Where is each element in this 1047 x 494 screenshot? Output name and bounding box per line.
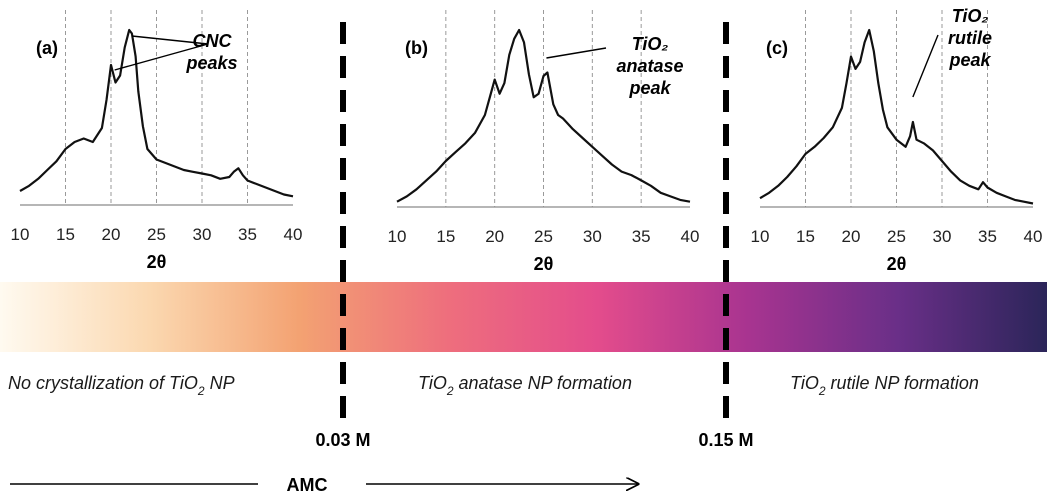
annotation-leader-line [912,34,939,98]
annotation-leader-line [546,47,607,59]
xrd-panel-b: 10 15 20 25 30 35 40 2θ (b) TiO₂ anatase peak [388,10,700,274]
x-tick-label: 15 [436,227,455,246]
x-tick-label: 20 [102,225,121,244]
x-tick-label: 25 [887,227,906,246]
x-tick-label: 40 [681,227,700,246]
x-tick-label: 10 [388,227,407,246]
panel-label-a: (a) [36,38,58,58]
x-tick-label: 30 [193,225,212,244]
xrd-pattern-line [396,28,691,203]
x-axis-label: 2θ [534,254,554,274]
x-tick-label: 30 [933,227,952,246]
panel-label-b: (b) [405,38,428,58]
amc-gradient-bar [0,282,1047,352]
x-tick-label: 35 [632,227,651,246]
xrd-pattern-line [759,28,1034,205]
x-tick-label: 25 [534,227,553,246]
x-tick-label: 35 [978,227,997,246]
region-caption-anatase: TiO2 anatase NP formation [418,373,632,398]
x-tick-label: 10 [11,225,30,244]
threshold-label-0.03M: 0.03 M [315,430,370,450]
peak-annotation-c: TiO₂ rutile peak [948,6,992,70]
x-tick-label: 35 [238,225,257,244]
amc-arrow-label: AMC [287,475,328,494]
region-caption-rutile: TiO2 rutile NP formation [790,373,979,398]
panel-label-c: (c) [766,38,788,58]
x-tick-label: 15 [56,225,75,244]
xrd-pattern-line [19,28,294,198]
threshold-label-0.15M: 0.15 M [698,430,753,450]
annotation-leader-line [131,35,209,45]
x-tick-label: 10 [751,227,770,246]
xrd-panel-a: 10 15 20 25 30 35 40 2θ (a) CNC peaks [11,10,303,272]
region-caption-no-crystallization: No crystallization of TiO2 NP [8,373,235,398]
x-tick-label: 25 [147,225,166,244]
x-tick-label: 40 [284,225,303,244]
x-tick-label: 20 [485,227,504,246]
x-tick-label: 30 [583,227,602,246]
x-tick-label: 20 [842,227,861,246]
x-tick-label: 15 [796,227,815,246]
peak-annotation-b: TiO₂ anatase peak [616,34,683,98]
x-axis-label: 2θ [887,254,907,274]
peak-annotation-a: CNC peaks [185,31,237,73]
x-tick-label: 40 [1024,227,1043,246]
annotation-leader-line [114,43,209,71]
xrd-panel-c: 10 15 20 25 30 35 40 2θ (c) TiO₂ rutile peak [751,6,1043,274]
x-axis-label: 2θ [147,252,167,272]
